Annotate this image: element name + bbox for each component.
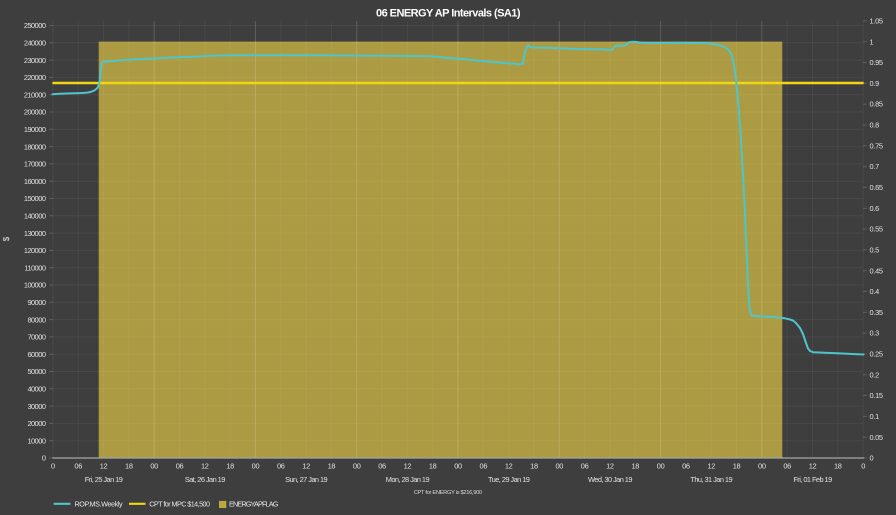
svg-text:12: 12 <box>707 461 715 470</box>
svg-text:00: 00 <box>150 461 158 470</box>
svg-text:0.75: 0.75 <box>870 141 883 150</box>
svg-text:240000: 240000 <box>24 39 46 48</box>
svg-text:140000: 140000 <box>24 212 46 221</box>
svg-text:1.05: 1.05 <box>870 16 883 25</box>
svg-text:12: 12 <box>201 461 209 470</box>
svg-text:40000: 40000 <box>27 385 45 394</box>
svg-text:00: 00 <box>353 461 361 470</box>
svg-text:12: 12 <box>302 461 310 470</box>
svg-text:60000: 60000 <box>27 350 45 359</box>
svg-text:100000: 100000 <box>24 281 46 290</box>
svg-text:0.25: 0.25 <box>870 350 883 359</box>
svg-text:Sat, 26 Jan 19: Sat, 26 Jan 19 <box>185 475 225 484</box>
svg-text:ROP.MS.Weekly: ROP.MS.Weekly <box>75 500 123 509</box>
svg-text:06: 06 <box>783 461 791 470</box>
svg-text:ENERGYAPFLAG: ENERGYAPFLAG <box>229 500 279 509</box>
svg-text:20000: 20000 <box>27 419 45 428</box>
svg-text:12: 12 <box>100 461 108 470</box>
svg-text:130000: 130000 <box>24 229 46 238</box>
svg-text:00: 00 <box>454 461 462 470</box>
svg-text:250000: 250000 <box>24 21 46 30</box>
svg-text:06: 06 <box>378 461 386 470</box>
svg-text:00: 00 <box>252 461 260 470</box>
svg-text:0.1: 0.1 <box>870 412 880 421</box>
svg-text:0.95: 0.95 <box>870 58 883 67</box>
svg-text:230000: 230000 <box>24 56 46 65</box>
svg-text:18: 18 <box>125 461 133 470</box>
svg-text:18: 18 <box>733 461 741 470</box>
svg-text:0.65: 0.65 <box>870 183 883 192</box>
svg-text:1: 1 <box>870 37 874 46</box>
svg-text:06: 06 <box>682 461 690 470</box>
svg-text:0.3: 0.3 <box>870 329 880 338</box>
svg-text:CPT for ENERGY is $216,900: CPT for ENERGY is $216,900 <box>414 490 482 496</box>
svg-text:110000: 110000 <box>24 263 46 272</box>
svg-text:200000: 200000 <box>24 108 46 117</box>
svg-text:Fri, 25 Jan 19: Fri, 25 Jan 19 <box>85 475 123 484</box>
svg-text:0.55: 0.55 <box>870 225 883 234</box>
svg-text:Fri, 01 Feb 19: Fri, 01 Feb 19 <box>793 475 832 484</box>
svg-text:0: 0 <box>51 461 55 470</box>
svg-text:18: 18 <box>530 461 538 470</box>
svg-text:0: 0 <box>42 454 46 463</box>
svg-text:18: 18 <box>429 461 437 470</box>
svg-text:Wed, 30 Jan 19: Wed, 30 Jan 19 <box>588 475 632 484</box>
svg-text:0.5: 0.5 <box>870 245 880 254</box>
svg-text:12: 12 <box>606 461 614 470</box>
svg-text:0.4: 0.4 <box>870 287 880 296</box>
svg-text:06: 06 <box>480 461 488 470</box>
svg-text:Sun, 27 Jan 19: Sun, 27 Jan 19 <box>285 475 327 484</box>
svg-text:06: 06 <box>277 461 285 470</box>
svg-text:0.2: 0.2 <box>870 370 880 379</box>
svg-text:160000: 160000 <box>24 177 46 186</box>
svg-text:12: 12 <box>404 461 412 470</box>
svg-text:150000: 150000 <box>24 194 46 203</box>
svg-text:0.6: 0.6 <box>870 204 880 213</box>
svg-text:170000: 170000 <box>24 160 46 169</box>
svg-text:70000: 70000 <box>27 333 45 342</box>
svg-text:06: 06 <box>581 461 589 470</box>
svg-text:210000: 210000 <box>24 90 46 99</box>
svg-text:90000: 90000 <box>27 298 45 307</box>
svg-text:0.85: 0.85 <box>870 100 883 109</box>
svg-text:18: 18 <box>226 461 234 470</box>
svg-text:190000: 190000 <box>24 125 46 134</box>
svg-text:30000: 30000 <box>27 402 45 411</box>
svg-text:12: 12 <box>505 461 513 470</box>
svg-text:0.9: 0.9 <box>870 79 880 88</box>
svg-text:50000: 50000 <box>27 367 45 376</box>
svg-text:80000: 80000 <box>27 315 45 324</box>
svg-text:Mon, 28 Jan 19: Mon, 28 Jan 19 <box>386 475 430 484</box>
svg-text:0.45: 0.45 <box>870 266 883 275</box>
svg-text:12: 12 <box>809 461 817 470</box>
svg-text:06: 06 <box>74 461 82 470</box>
svg-text:18: 18 <box>834 461 842 470</box>
svg-text:0: 0 <box>861 461 865 470</box>
svg-text:18: 18 <box>631 461 639 470</box>
svg-text:00: 00 <box>657 461 665 470</box>
svg-text:0: 0 <box>870 454 874 463</box>
svg-text:0.8: 0.8 <box>870 121 880 130</box>
svg-text:0.15: 0.15 <box>870 391 883 400</box>
svg-text:06: 06 <box>176 461 184 470</box>
svg-text:CPT for MPC $14,500: CPT for MPC $14,500 <box>149 500 210 509</box>
svg-text:06 ENERGY AP Intervals (SA1): 06 ENERGY AP Intervals (SA1) <box>376 8 521 20</box>
svg-text:Tue, 29 Jan 19: Tue, 29 Jan 19 <box>488 475 530 484</box>
svg-text:00: 00 <box>758 461 766 470</box>
svg-text:$: $ <box>2 236 11 241</box>
svg-text:120000: 120000 <box>24 246 46 255</box>
svg-text:Thu, 31 Jan 19: Thu, 31 Jan 19 <box>690 475 732 484</box>
svg-text:00: 00 <box>555 461 563 470</box>
svg-text:180000: 180000 <box>24 142 46 151</box>
svg-text:0.35: 0.35 <box>870 308 883 317</box>
svg-text:0.7: 0.7 <box>870 162 880 171</box>
svg-text:10000: 10000 <box>27 436 45 445</box>
svg-text:18: 18 <box>328 461 336 470</box>
svg-text:0.05: 0.05 <box>870 433 883 442</box>
svg-text:220000: 220000 <box>24 73 46 82</box>
